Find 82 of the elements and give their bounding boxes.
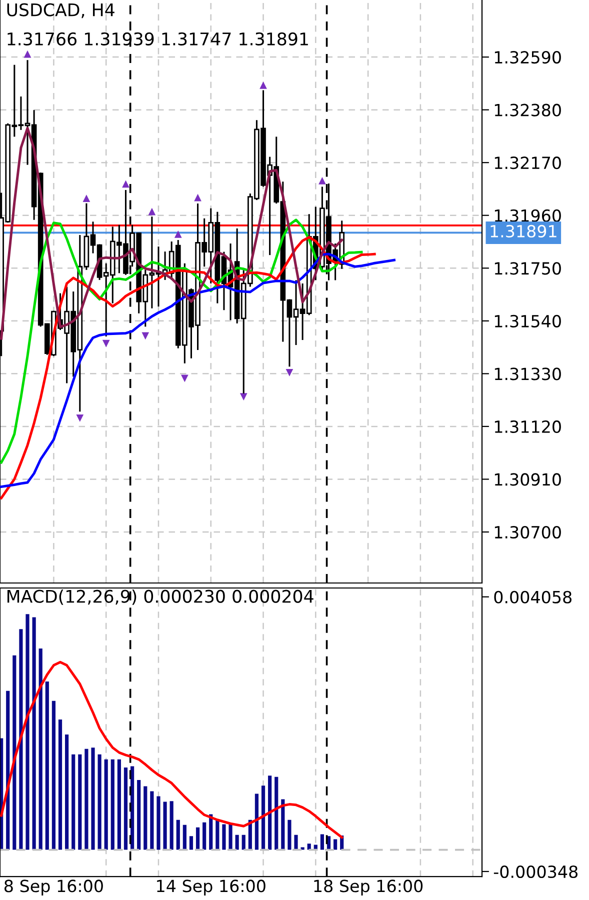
bar: [45, 682, 49, 850]
point: [286, 368, 294, 376]
bar: [182, 824, 186, 850]
bar: [254, 794, 259, 850]
point: [102, 340, 110, 348]
bar: [117, 759, 121, 850]
bar: [124, 768, 128, 850]
bar: [334, 839, 338, 850]
y-tick-label: 1.31960: [494, 209, 561, 222]
point: [194, 194, 202, 202]
bar: [228, 824, 232, 850]
bar: [72, 754, 76, 850]
y-tick-label: 1.30910: [494, 473, 561, 486]
point: [260, 82, 267, 89]
bar: [189, 836, 194, 850]
y-tick-label: -0.000348: [494, 865, 578, 878]
chart-title: MACD(12,26,9) 0.000230 0.000204: [7, 589, 314, 605]
bar: [268, 776, 272, 850]
bar: [300, 847, 304, 850]
bar: [52, 700, 56, 850]
bar: [65, 734, 69, 850]
bar: [163, 802, 167, 850]
y-tick-label: 1.30700: [494, 526, 561, 539]
point: [181, 374, 188, 382]
bar: [202, 822, 206, 850]
bar: [294, 834, 298, 850]
x-tick-label: 18 Sep 16:00: [314, 880, 423, 896]
bar: [307, 844, 311, 850]
bar: [110, 759, 114, 850]
x-tick-label: 14 Sep 16:00: [157, 880, 266, 896]
bar: [156, 796, 160, 850]
bar: [32, 617, 36, 850]
point: [318, 177, 326, 184]
bar: [261, 786, 266, 850]
point: [148, 208, 156, 216]
bar: [196, 827, 200, 850]
bar: [242, 834, 246, 850]
bar: [216, 820, 220, 850]
bar: [320, 834, 324, 850]
bar: [98, 754, 102, 850]
bar: [104, 759, 108, 850]
y-tick-label: 1.32170: [494, 156, 561, 170]
text: 1.31766 1.31939 1.31747 1.31891: [8, 32, 308, 46]
bar: [12, 655, 16, 850]
point: [174, 230, 182, 238]
bar: [144, 786, 148, 850]
bar: [91, 748, 95, 850]
y-tick-label: 1.32380: [494, 104, 561, 116]
point: [122, 180, 130, 188]
ref-line-label: 1.31891: [490, 224, 556, 238]
bar: [38, 648, 42, 850]
bar: [137, 780, 141, 850]
point: [142, 332, 150, 340]
bar: [19, 629, 23, 850]
line-series: [0, 660, 344, 839]
bar: [84, 748, 88, 850]
bar: [281, 799, 285, 850]
y-tick-label: 1.31120: [494, 420, 561, 434]
y-tick-label: 1.31540: [494, 314, 561, 328]
bar: [222, 824, 226, 850]
bar: [26, 614, 30, 850]
bar: [170, 801, 174, 850]
point: [82, 194, 90, 202]
chart-title: USDCAD, H4: [7, 3, 114, 18]
line-series: [0, 126, 344, 340]
bar: [274, 776, 278, 850]
line-series: [0, 218, 363, 464]
y-tick-label: 1.32590: [494, 51, 561, 64]
bar: [58, 720, 62, 850]
bar: [150, 791, 154, 850]
y-tick-label: 1.31750: [494, 262, 561, 275]
point: [76, 414, 84, 422]
point: [240, 393, 248, 400]
bar: [78, 754, 82, 850]
bar: [235, 834, 239, 850]
bar: [176, 820, 180, 850]
bar: [288, 820, 292, 850]
y-tick-label: 1.31330: [494, 368, 561, 380]
y-tick-label: 0.004058: [494, 590, 572, 604]
bar: [6, 690, 10, 850]
x-tick-label: 8 Sep 16:00: [4, 880, 103, 896]
point: [24, 50, 32, 58]
